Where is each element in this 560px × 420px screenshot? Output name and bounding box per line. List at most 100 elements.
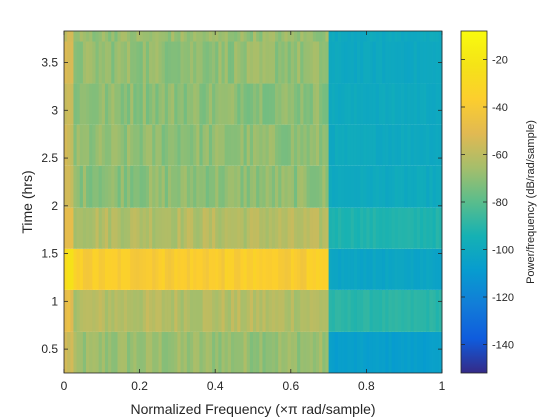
heatmap-cell (334, 124, 339, 166)
heatmap-cell (196, 31, 200, 42)
heatmap-cell (353, 289, 358, 332)
heatmap-cell (158, 83, 163, 125)
heatmap-cell (202, 207, 207, 249)
heatmap-cell (413, 331, 418, 373)
heatmap-cell (208, 248, 213, 290)
heatmap-cell (208, 41, 213, 84)
heatmap-cell (86, 289, 90, 332)
heatmap-cell (240, 331, 244, 373)
heatmap-cell (353, 331, 358, 373)
heatmap-cell (388, 83, 392, 125)
heatmap-cell (240, 83, 244, 125)
heatmap-cell (193, 331, 197, 373)
heatmap-cell (262, 331, 266, 373)
colorbar-tick-label: -40 (492, 102, 508, 114)
heatmap-cell (76, 289, 81, 332)
heatmap-cell (79, 248, 84, 290)
heatmap-cell (234, 41, 238, 84)
heatmap-cell (309, 207, 314, 249)
heatmap-cell (237, 331, 241, 373)
heatmap-cell (95, 165, 100, 208)
heatmap-cell (208, 289, 213, 332)
heatmap-cell (435, 165, 440, 208)
heatmap-cell (130, 31, 134, 42)
heatmap-cell (297, 41, 301, 84)
heatmap-cell (300, 31, 304, 42)
heatmap-cell (183, 207, 188, 249)
heatmap-cell (196, 41, 200, 84)
heatmap-cell (309, 289, 314, 332)
heatmap-cell (256, 165, 260, 208)
heatmap-cell (186, 124, 191, 166)
heatmap-cell (312, 124, 317, 166)
heatmap-cell (379, 289, 383, 332)
y-tick-label: 1.5 (41, 247, 58, 261)
heatmap-cell (193, 31, 197, 42)
heatmap-cell (407, 124, 411, 166)
heatmap-cell (246, 248, 251, 290)
heatmap-cell (92, 41, 96, 84)
heatmap-cell (167, 165, 172, 208)
heatmap-cell (95, 83, 100, 125)
heatmap-cell (111, 124, 115, 166)
heatmap-cell (73, 31, 77, 42)
heatmap-cell (331, 207, 336, 249)
heatmap-cell (177, 207, 181, 249)
heatmap-cell (319, 41, 323, 84)
heatmap-cell (416, 124, 421, 166)
heatmap-cell (202, 248, 207, 290)
heatmap-cell (199, 124, 203, 166)
heatmap-cell (360, 83, 364, 125)
heatmap-cell (303, 289, 307, 332)
heatmap-cell (394, 289, 399, 332)
heatmap-cell (133, 165, 137, 208)
heatmap-cell (212, 331, 216, 373)
heatmap-cell (322, 124, 326, 166)
heatmap-cell (246, 207, 251, 249)
heatmap-cell (438, 31, 443, 42)
heatmap-cell (278, 165, 282, 208)
heatmap-cell (331, 248, 336, 290)
heatmap-cell (114, 331, 118, 373)
heatmap-cell (237, 124, 241, 166)
heatmap-cell (309, 41, 314, 84)
heatmap-cell (275, 289, 279, 332)
heatmap-cell (278, 331, 282, 373)
heatmap-cell (98, 165, 103, 208)
heatmap-cell (290, 248, 295, 290)
heatmap-cell (419, 248, 424, 290)
heatmap-cell (196, 207, 200, 249)
heatmap-cell (388, 207, 392, 249)
heatmap-cell (101, 331, 106, 373)
heatmap-cell (391, 83, 396, 125)
heatmap-cell (429, 207, 433, 249)
heatmap-cell (309, 124, 314, 166)
heatmap-cell (268, 41, 273, 84)
heatmap-cell (388, 165, 392, 208)
heatmap-cell (347, 31, 352, 42)
heatmap-cell (253, 41, 257, 84)
heatmap-cell (325, 41, 329, 84)
heatmap-cell (382, 165, 386, 208)
heatmap-cell (382, 331, 386, 373)
heatmap-cell (164, 248, 169, 290)
heatmap-cell (111, 331, 115, 373)
heatmap-cell (401, 83, 405, 125)
heatmap-cell (356, 31, 361, 42)
heatmap-cell (353, 124, 358, 166)
heatmap-cell (265, 165, 270, 208)
heatmap-cell (363, 248, 367, 290)
heatmap-cell (256, 207, 260, 249)
heatmap-cell (82, 331, 87, 373)
heatmap-cell (139, 41, 144, 84)
heatmap-cell (224, 41, 229, 84)
heatmap-cell (293, 124, 298, 166)
heatmap-cell (186, 31, 191, 42)
heatmap-cell (328, 31, 333, 42)
heatmap-cell (429, 248, 433, 290)
heatmap-cell (104, 124, 109, 166)
heatmap-cell (196, 165, 200, 208)
colorbar-tick-label: -80 (492, 197, 508, 209)
heatmap-cell (149, 124, 153, 166)
heatmap-cell (407, 165, 411, 208)
